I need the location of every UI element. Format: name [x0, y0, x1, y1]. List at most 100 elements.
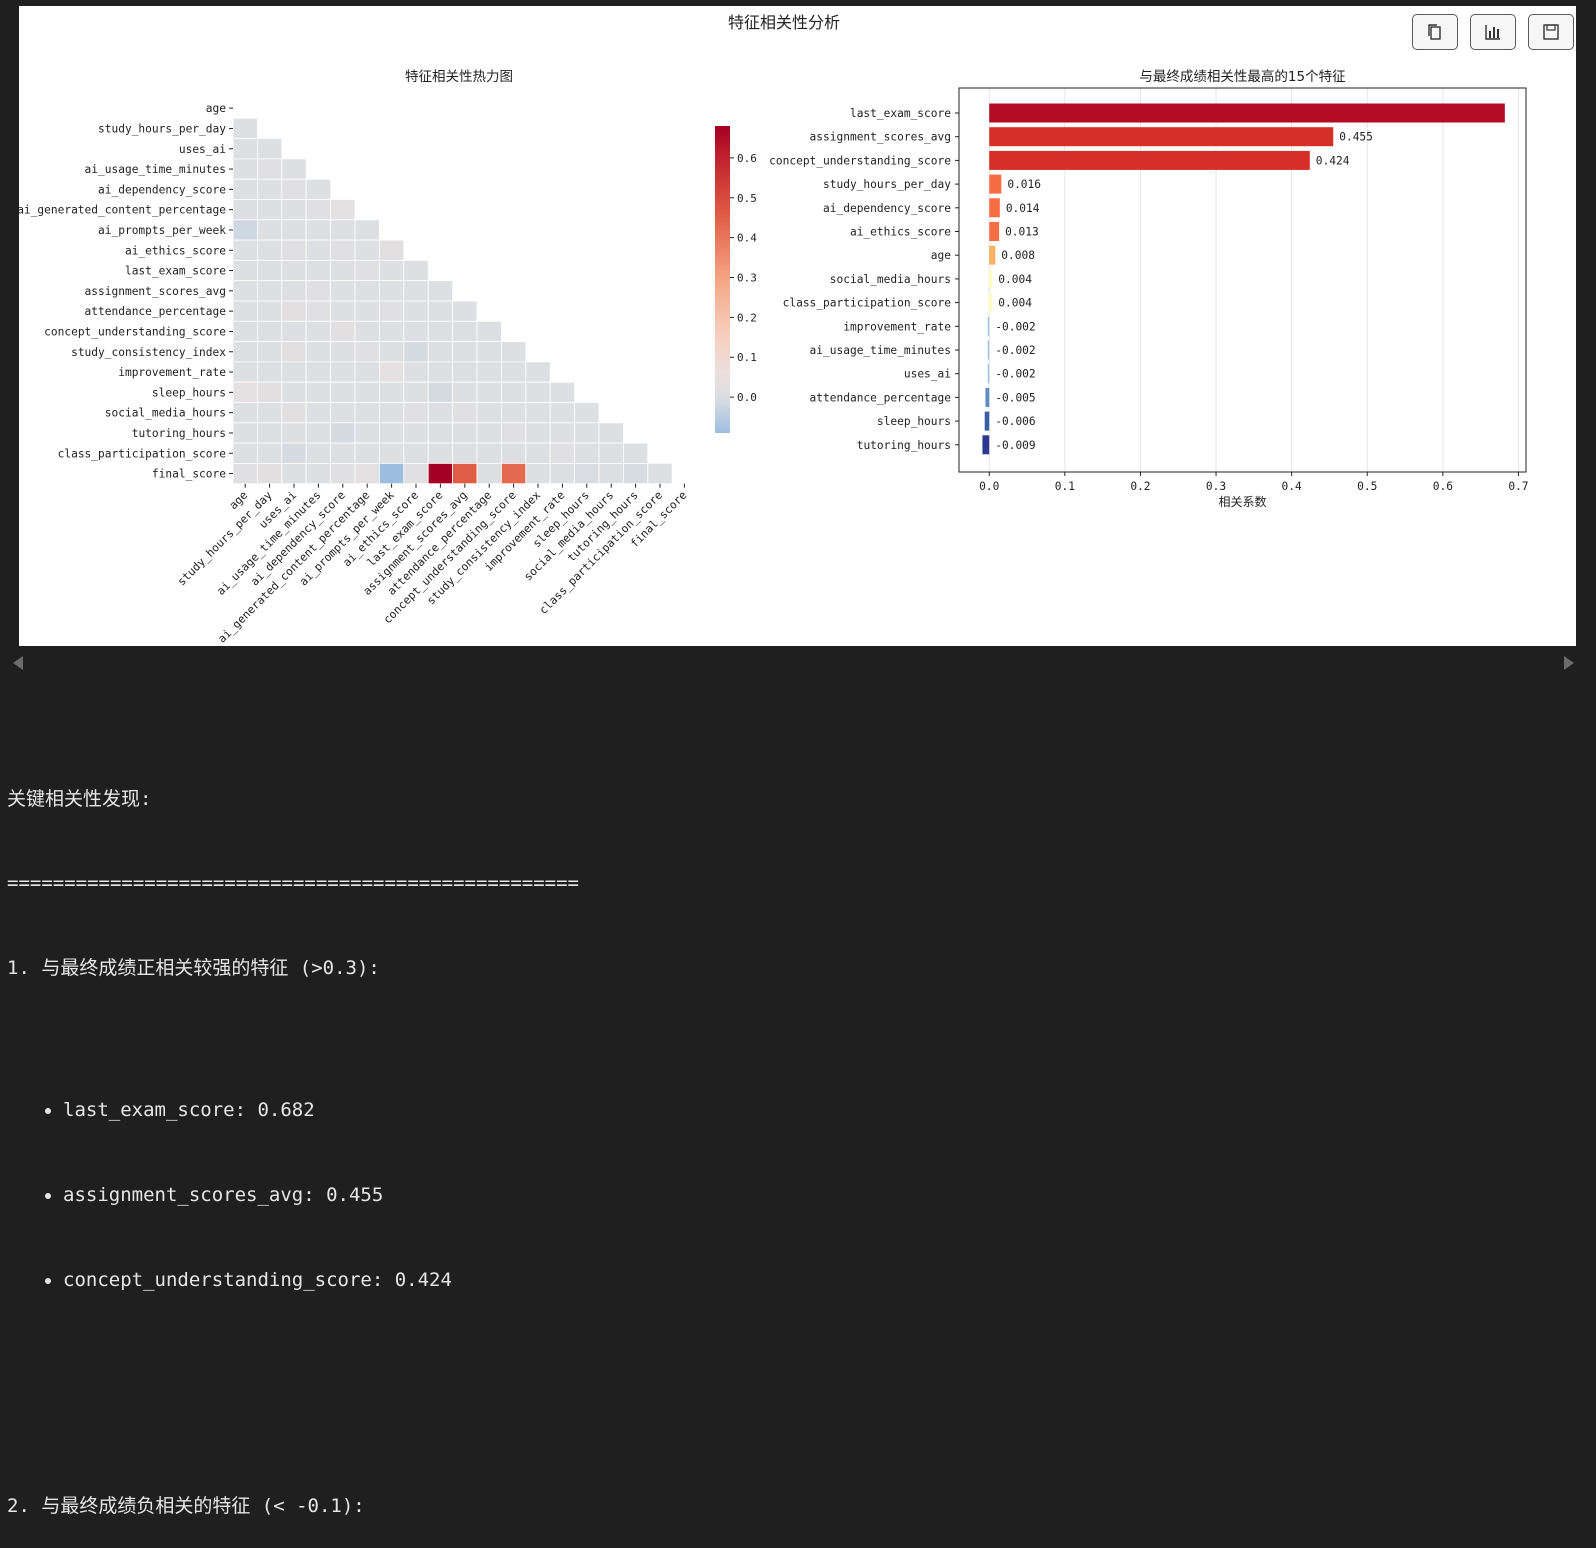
heatmap-cell	[525, 381, 551, 403]
bar-category-label: sleep_hours	[877, 415, 951, 428]
heatmap-cell	[232, 462, 258, 485]
heatmap-ylabel: age	[206, 102, 226, 115]
heatmap-cell	[330, 259, 356, 282]
heatmap-cell	[500, 462, 527, 485]
heatmap-cell	[354, 300, 380, 322]
heatmap-cell	[232, 320, 258, 342]
heatmap-ylabel: concept_understanding_score	[44, 325, 226, 338]
copy-button[interactable]	[1412, 14, 1458, 50]
heatmap-cell	[378, 381, 405, 403]
heatmap-title: 特征相关性热力图	[405, 69, 513, 85]
figure-output: 特征相关性分析 特征相关性热力图 age study_hours_per_day use…	[19, 6, 1576, 646]
bar-value-label: -0.009	[995, 439, 1035, 452]
heatmap-cell	[476, 462, 502, 485]
heatmap-ylabel: study_consistency_index	[71, 346, 226, 359]
heatmap-cell	[281, 259, 307, 282]
heatmap-cell	[500, 442, 527, 464]
heatmap-ylabel: uses_ai	[179, 143, 226, 156]
heatmap-cell	[256, 259, 283, 282]
heatmap-cell	[574, 442, 600, 464]
colorbar-tick-label: 0.3	[737, 272, 757, 285]
heatmap-cell	[232, 117, 258, 140]
heatmap-cell	[281, 442, 307, 464]
heatmap-cell	[256, 442, 283, 464]
heatmap-cell	[403, 442, 429, 464]
heatmap-cell	[427, 320, 454, 342]
heatmap-cell	[476, 402, 502, 424]
heatmap-cell	[403, 300, 429, 322]
heatmap-cell	[256, 280, 283, 302]
bar-category-label: concept_understanding_score	[769, 154, 951, 167]
section1-list: last_exam_score: 0.682 assignment_scores…	[7, 1039, 1596, 1350]
bar-value-label: 0.004	[998, 273, 1032, 286]
heatmap-cell	[452, 341, 478, 363]
scroll-left-arrow[interactable]	[13, 656, 23, 670]
heatmap-cell	[305, 402, 332, 424]
heatmap-cell	[354, 462, 380, 485]
heatmap-cell	[427, 361, 454, 383]
heatmap-cell	[452, 320, 478, 342]
heatmap-cell	[330, 199, 356, 221]
bar-category-label: age	[931, 249, 951, 262]
chart-button[interactable]	[1470, 14, 1516, 50]
heatmap-cell	[574, 402, 600, 424]
heatmap-cell	[525, 462, 551, 485]
heatmap-cell	[403, 462, 429, 485]
heatmap-ylabel: assignment_scores_avg	[85, 285, 226, 298]
heatmap-cell	[305, 219, 332, 241]
heatmap-cell	[281, 381, 307, 403]
heatmap-cell	[598, 422, 624, 444]
list-item: assignment_scores_avg: 0.455	[63, 1181, 1596, 1209]
heatmap-cell	[403, 402, 429, 424]
heatmap-ylabel: social_media_hours	[105, 407, 226, 420]
heatmap-cell	[500, 381, 527, 403]
heatmap-cell	[330, 361, 356, 383]
heatmap-cell	[232, 199, 258, 221]
heatmap-cell	[476, 422, 502, 444]
heatmap-cell	[232, 402, 258, 424]
save-button[interactable]	[1528, 14, 1574, 50]
heatmap-ylabel: improvement_rate	[118, 366, 226, 379]
heatmap-cell	[427, 381, 454, 403]
heatmap-cell	[623, 442, 649, 464]
heatmap-cell	[256, 462, 283, 485]
bar	[989, 103, 1505, 123]
heatmap-cell	[305, 381, 332, 403]
heatmap-cell	[427, 280, 454, 302]
bar-value-label: -0.002	[995, 320, 1035, 333]
heatmap-cell	[427, 341, 454, 363]
text-output: 关键相关性发现: ===============================…	[7, 728, 1596, 1548]
heatmap-cell	[427, 422, 454, 444]
colorbar-tick-label: 0.2	[737, 311, 757, 324]
heatmap-cell	[549, 402, 576, 424]
heatmap-cell	[403, 341, 429, 363]
heatmap-cell	[232, 361, 258, 383]
bar-value-label: 0.014	[1006, 202, 1040, 215]
heatmap-cell	[330, 341, 356, 363]
colorbar-tick-label: 0.6	[737, 152, 757, 165]
bar	[987, 316, 990, 336]
heatmap-cell	[281, 320, 307, 342]
heatmap-cell	[232, 341, 258, 363]
heatmap-cell	[354, 219, 380, 241]
heatmap-cell	[598, 442, 624, 464]
heatmap-cell	[330, 280, 356, 302]
findings-heading: 关键相关性发现:	[7, 787, 152, 810]
heatmap-cell	[403, 422, 429, 444]
heatmap-cell	[452, 381, 478, 403]
heatmap-cell	[354, 442, 380, 464]
heatmap-cell	[232, 280, 258, 302]
heatmap-cell	[549, 442, 576, 464]
heatmap-cell	[256, 341, 283, 363]
heatmap-cell	[305, 178, 332, 200]
heatmap-cell	[452, 462, 478, 485]
heatmap-cell	[525, 361, 551, 383]
heatmap-cell	[305, 300, 332, 322]
scroll-right-arrow[interactable]	[1564, 656, 1574, 670]
heatmap-cell	[330, 422, 356, 444]
heatmap-cell	[574, 462, 600, 485]
heatmap-cell	[330, 462, 356, 485]
heatmap-cell	[354, 259, 380, 282]
heatmap-cell	[427, 462, 454, 485]
heatmap-cell	[232, 300, 258, 322]
